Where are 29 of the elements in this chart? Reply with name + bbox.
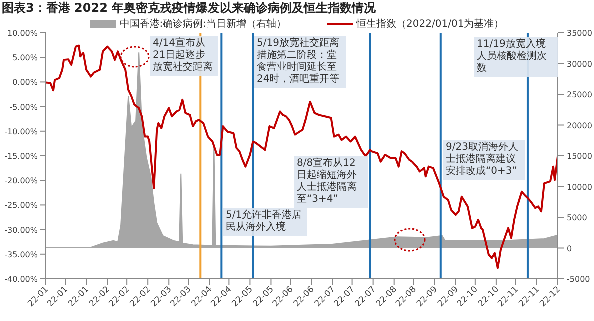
y-tick-label: -30.00% — [4, 226, 38, 235]
y2-tick-label: -5000 — [567, 275, 590, 284]
ref-line-label: 9/23取消海外人士抵港隔离建议安排改成“0+3” — [443, 140, 525, 180]
legend-label: 恒生指数（2022/01/01为基准） — [356, 18, 504, 31]
y2-tick-label: 0 — [567, 244, 572, 254]
ref-line-label: 4/14宣布从21日起逐步放宽社交距离 — [150, 36, 218, 76]
y-tick-label: -25.00% — [4, 201, 38, 210]
y2-tick-label: 25000 — [567, 90, 592, 100]
y2-tick-label: 5000 — [567, 214, 588, 222]
y-tick-label: -15.00% — [4, 152, 38, 161]
y-tick-label: 0.00% — [12, 78, 38, 88]
y-tick-label: -20.00% — [4, 176, 38, 186]
y-tick-label: 10.00% — [7, 29, 38, 38]
y2-tick-label: 10000 — [567, 182, 592, 192]
y-tick-label: -10.00% — [4, 127, 38, 136]
y2-tick-label: 20000 — [567, 121, 592, 130]
y-tick-label: -35.00% — [4, 250, 38, 260]
y-tick-label: 5.00% — [12, 54, 38, 63]
y2-tick-label: 30000 — [567, 60, 592, 69]
y2-tick-label: 15000 — [567, 152, 592, 161]
y-tick-label: -5.00% — [10, 102, 38, 112]
ref-line-label: 11/19放宽入境人员核酸检测次数 — [474, 37, 558, 77]
ref-line-label: 8/8宣布从12日起缩短海外人士抵港隔离至“3+4” — [294, 156, 368, 208]
ref-line-label: 5/1允许非香港居民从海外入境 — [223, 208, 307, 236]
y-tick-label: -40.00% — [4, 275, 38, 284]
ref-line-label: 5/19放宽社交距离措施第二阶段：堂食营业时间延长至24时，酒吧重开等 — [254, 36, 346, 88]
legend-label: 中国香港:确诊病例:当日新增（右轴） — [120, 18, 287, 31]
y2-tick-label: 35000 — [567, 29, 592, 38]
chart-title: 图表3：香港 2022 年奥密克戎疫情爆发以来确诊病例及恒生指数情况 — [2, 0, 376, 17]
